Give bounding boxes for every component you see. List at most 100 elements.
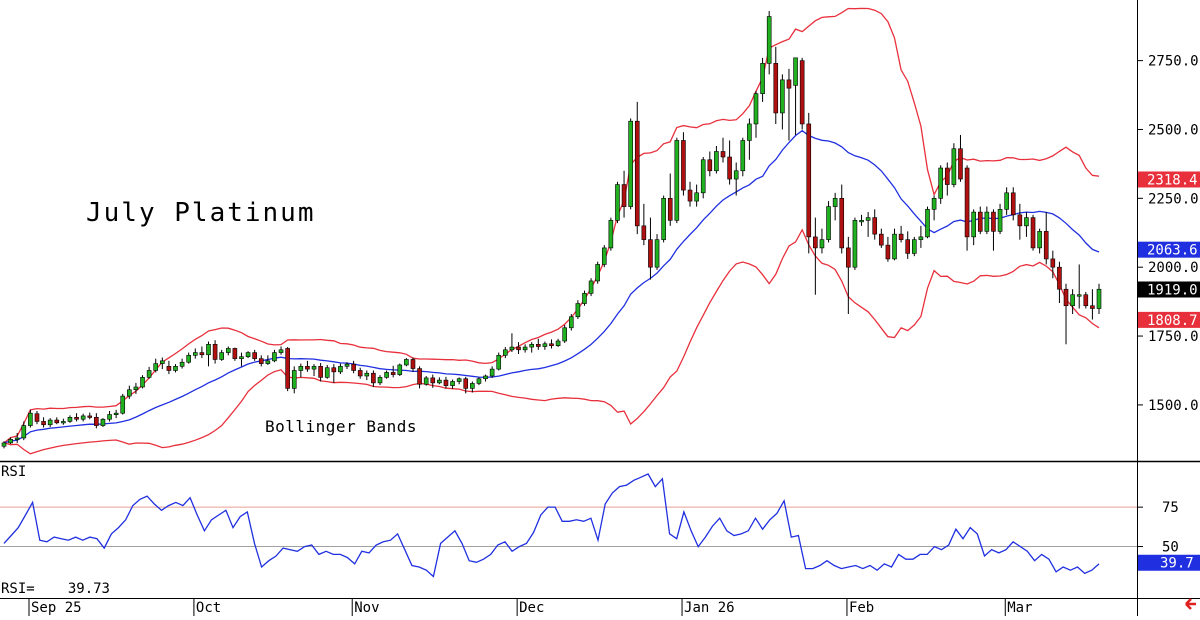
candle-body <box>549 343 554 346</box>
price-flag-text: 1919.0 <box>1147 282 1198 298</box>
candle <box>516 342 521 354</box>
candle-body <box>1037 231 1042 249</box>
candle <box>489 366 495 378</box>
time-tick-label: Nov <box>354 600 379 616</box>
candle <box>61 418 66 425</box>
candle <box>476 377 482 386</box>
candle-body <box>212 344 218 360</box>
candle-body <box>1004 192 1009 210</box>
candle-body <box>766 16 772 64</box>
candle-body <box>997 209 1003 232</box>
candle <box>931 195 937 221</box>
candle-body <box>404 359 409 366</box>
candle <box>67 415 73 423</box>
candle-body <box>1043 231 1049 260</box>
candle <box>219 349 224 361</box>
candle-body <box>54 419 60 424</box>
candle <box>1063 283 1069 345</box>
candle-body <box>219 352 224 360</box>
candle-body <box>885 244 891 260</box>
candle-body <box>958 148 963 180</box>
time-tick-label: Mar <box>1007 600 1032 616</box>
candle <box>113 409 119 419</box>
candle <box>925 206 930 239</box>
candle-body <box>568 316 574 329</box>
candle <box>318 363 323 382</box>
candle-body <box>760 63 765 94</box>
candle <box>799 57 805 130</box>
candle <box>898 225 904 243</box>
candle <box>872 209 878 240</box>
candle-body <box>1017 214 1023 227</box>
candle-body <box>667 198 673 221</box>
price-tick-label: 2000.0 <box>1148 260 1199 276</box>
rsi-layer <box>0 473 1137 578</box>
candle <box>720 137 726 163</box>
candle-body <box>542 343 548 347</box>
back-arrow-icon[interactable] <box>1185 598 1196 610</box>
candle-body <box>417 368 422 385</box>
time-tick-label: Sep 25 <box>31 600 82 616</box>
candle-body <box>1070 294 1075 307</box>
candle-body <box>832 198 838 207</box>
price-flag-text: 1808.7 <box>1147 313 1198 329</box>
candle-body <box>991 211 996 232</box>
candle-body <box>245 352 251 358</box>
candle <box>707 151 713 177</box>
candle <box>384 370 389 379</box>
candle-body <box>1063 288 1069 307</box>
candle-body <box>694 192 699 202</box>
candle-body <box>483 375 488 380</box>
candle-body <box>799 60 805 125</box>
candle-body <box>127 389 132 397</box>
candle <box>107 410 112 422</box>
candle-body <box>503 349 508 356</box>
candle <box>780 74 785 130</box>
candle <box>601 245 607 268</box>
candle-body <box>1096 288 1102 309</box>
candle <box>272 349 277 363</box>
candle-body <box>265 360 271 364</box>
candle-body <box>522 346 528 351</box>
candle-body <box>278 349 284 353</box>
candle <box>351 360 356 374</box>
candle <box>252 349 257 361</box>
candle <box>483 374 488 382</box>
candle <box>153 358 159 373</box>
candle-body <box>192 352 198 356</box>
candle <box>133 382 139 394</box>
candle-body <box>1030 217 1036 249</box>
rsi-last-flag-text: 39.7 <box>1160 556 1194 572</box>
candle <box>364 370 370 381</box>
candle <box>1017 203 1023 240</box>
candle <box>450 379 455 389</box>
candle <box>173 364 178 373</box>
chart-title: July Platinum <box>86 198 316 228</box>
candle <box>47 418 53 427</box>
candle-body <box>529 344 535 348</box>
candle-body <box>773 63 779 114</box>
candle-body <box>687 189 693 202</box>
price-flag-last-price: 1919.0 <box>1138 281 1200 298</box>
candle-body <box>925 209 930 238</box>
rsi-last-flag-box <box>1138 554 1200 571</box>
candle <box>984 206 990 235</box>
candle <box>529 342 535 353</box>
candle-body <box>707 159 713 172</box>
candle-body <box>582 293 587 304</box>
candle <box>905 231 911 259</box>
candle-body <box>199 352 205 356</box>
candle <box>417 366 422 389</box>
candle <box>74 413 79 422</box>
rsi-readout-box <box>0 579 112 596</box>
candle <box>753 90 759 138</box>
candle <box>938 165 943 204</box>
candle-body <box>977 211 983 232</box>
candle-body <box>34 413 40 422</box>
candle <box>661 195 666 243</box>
candle-body <box>509 346 515 351</box>
candle <box>648 217 653 280</box>
candle <box>265 355 271 365</box>
candle-body <box>806 123 812 238</box>
